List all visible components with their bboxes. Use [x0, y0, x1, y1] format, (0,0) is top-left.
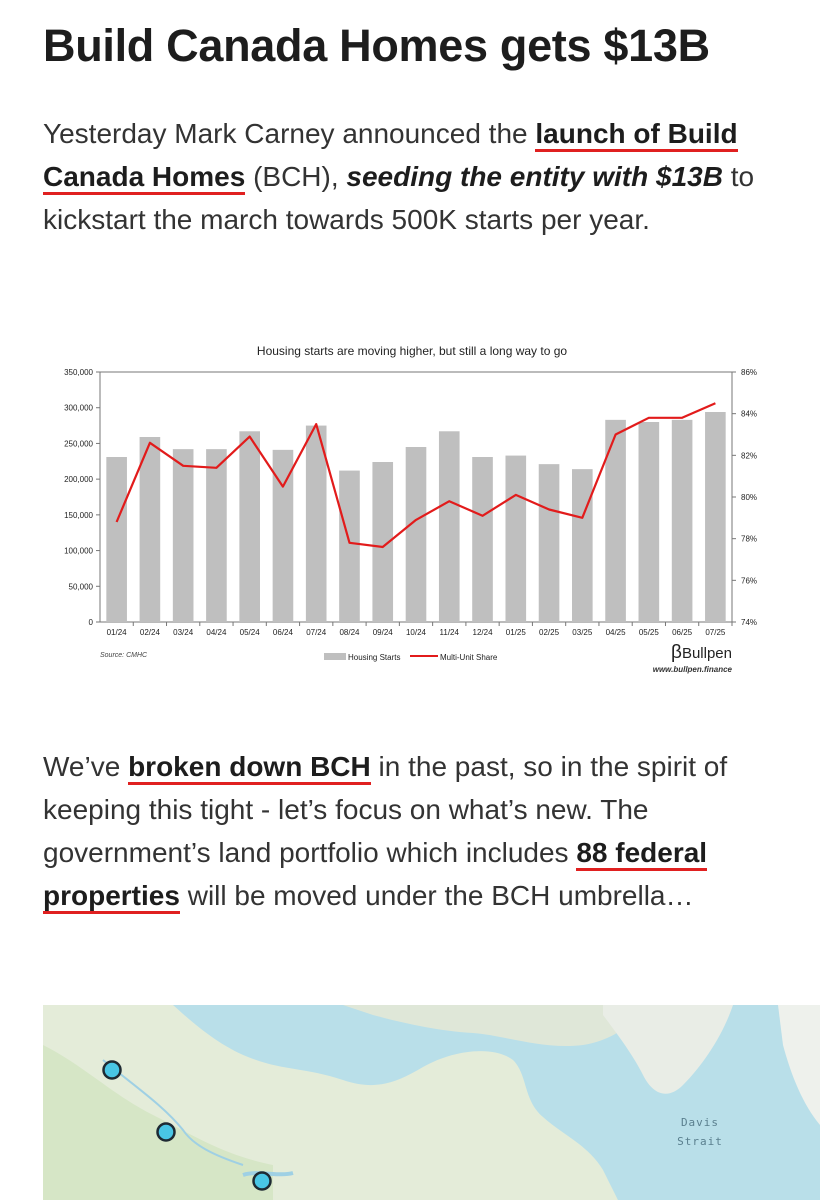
map-land-forest	[43, 1045, 273, 1200]
line-multi-unit-share	[115, 402, 716, 549]
brand-logo: βBullpen	[671, 642, 732, 663]
link-launch-bch[interactable]: launch of Build Canada Homes	[43, 118, 738, 195]
y-right-tick-label: 76%	[741, 576, 757, 585]
y-left-tick-label: 350,000	[64, 368, 93, 377]
body-text-3: will be moved under the BCH umbrella…	[179, 880, 694, 911]
x-tick-label: 08/24	[339, 628, 360, 637]
legend-label-bars: Housing Starts	[348, 653, 400, 662]
y-left-tick-label: 300,000	[64, 404, 93, 413]
bar-housing-starts	[572, 469, 593, 622]
y-right-tick-label: 86%	[741, 368, 757, 377]
bar-housing-starts	[172, 449, 194, 622]
bar-housing-starts	[638, 422, 660, 622]
x-tick-label: 03/24	[173, 628, 194, 637]
y-right-tick-label: 78%	[741, 535, 757, 544]
intro-text-2: (BCH),	[245, 161, 347, 192]
link-broken-down-bch[interactable]: broken down BCH	[128, 751, 371, 785]
chart-svg: Housing starts are moving higher, but st…	[64, 344, 757, 674]
x-tick-label: 06/24	[273, 628, 294, 637]
bar-housing-starts	[372, 462, 394, 622]
map-river	[102, 1059, 244, 1166]
y-right-tick-label: 74%	[741, 618, 757, 627]
map-svg: Davis Strait	[43, 1005, 820, 1200]
map-label-strait: Strait	[677, 1135, 723, 1148]
map-land-arctic-islands	[343, 1005, 643, 1047]
y-right-tick-label: 82%	[741, 451, 757, 460]
body-paragraph: We’ve broken down BCH in the past, so in…	[43, 745, 788, 917]
map-label-davis: Davis	[681, 1116, 719, 1129]
bar-housing-starts	[239, 431, 260, 622]
chart-source: Source: CMHC	[100, 652, 148, 659]
x-tick-label: 07/24	[306, 628, 327, 637]
intro-paragraph: Yesterday Mark Carney announced the laun…	[43, 112, 788, 241]
y-left-tick-label: 200,000	[64, 475, 93, 484]
intro-text-1: Yesterday Mark Carney announced the	[43, 118, 536, 149]
x-tick-label: 02/24	[140, 628, 161, 637]
bar-housing-starts	[671, 419, 693, 622]
article-title: Build Canada Homes gets $13B	[43, 20, 710, 71]
x-tick-label: 04/24	[206, 628, 227, 637]
map-land-greenland	[778, 1005, 820, 1125]
legend-swatch-bars	[324, 653, 346, 660]
y-left-tick-label: 50,000	[69, 582, 94, 591]
x-tick-label: 06/25	[672, 628, 693, 637]
y-left-tick-label: 250,000	[64, 439, 93, 448]
bar-housing-starts	[705, 412, 726, 622]
x-tick-label: 05/24	[240, 628, 261, 637]
brand-url: www.bullpen.finance	[653, 665, 733, 674]
body-text-2: in the past, so in the spirit of keeping…	[43, 751, 728, 868]
bar-housing-starts	[206, 449, 227, 622]
bar-housing-starts	[605, 419, 626, 622]
x-tick-label: 12/24	[473, 628, 494, 637]
bar-housing-starts	[106, 457, 127, 622]
y-left-tick-label: 0	[89, 618, 94, 627]
bar-housing-starts	[139, 437, 161, 622]
chart-title: Housing starts are moving higher, but st…	[257, 344, 567, 358]
x-tick-label: 02/25	[539, 628, 560, 637]
federal-properties-map[interactable]: Davis Strait	[43, 1005, 820, 1200]
x-tick-label: 10/24	[406, 628, 427, 637]
y-left-tick-label: 150,000	[64, 511, 93, 520]
bar-housing-starts	[405, 447, 427, 622]
housing-starts-chart: Housing starts are moving higher, but st…	[52, 335, 782, 680]
map-land-baffin	[603, 1005, 733, 1094]
bar-housing-starts	[505, 455, 527, 622]
bar-housing-starts	[305, 425, 327, 622]
link-88-federal-properties[interactable]: 88 federal properties	[43, 837, 708, 914]
y-left-tick-label: 100,000	[64, 547, 93, 556]
x-tick-label: 01/24	[107, 628, 128, 637]
x-tick-label: 07/25	[705, 628, 726, 637]
x-tick-label: 05/25	[639, 628, 660, 637]
x-tick-label: 01/25	[506, 628, 527, 637]
map-property-pin[interactable]	[252, 1171, 272, 1191]
legend-label-line: Multi-Unit Share	[440, 653, 498, 662]
x-tick-label: 03/25	[572, 628, 593, 637]
bar-housing-starts	[272, 449, 294, 622]
x-tick-label: 09/24	[373, 628, 394, 637]
y-right-tick-label: 84%	[741, 410, 757, 419]
bar-housing-starts	[339, 470, 360, 622]
bar-housing-starts	[538, 464, 560, 622]
intro-text-3: to kickstart the march towards 500K star…	[43, 161, 755, 235]
map-property-pin[interactable]	[156, 1122, 176, 1142]
body-text-1: We’ve	[43, 751, 129, 782]
y-right-tick-label: 80%	[741, 493, 757, 502]
x-tick-label: 11/24	[440, 628, 460, 637]
x-tick-label: 04/25	[606, 628, 627, 637]
map-property-pin[interactable]	[102, 1060, 122, 1080]
bar-housing-starts	[438, 431, 460, 622]
bar-housing-starts	[472, 457, 493, 622]
intro-emphasis: seeding the entity with $13B	[346, 161, 723, 192]
